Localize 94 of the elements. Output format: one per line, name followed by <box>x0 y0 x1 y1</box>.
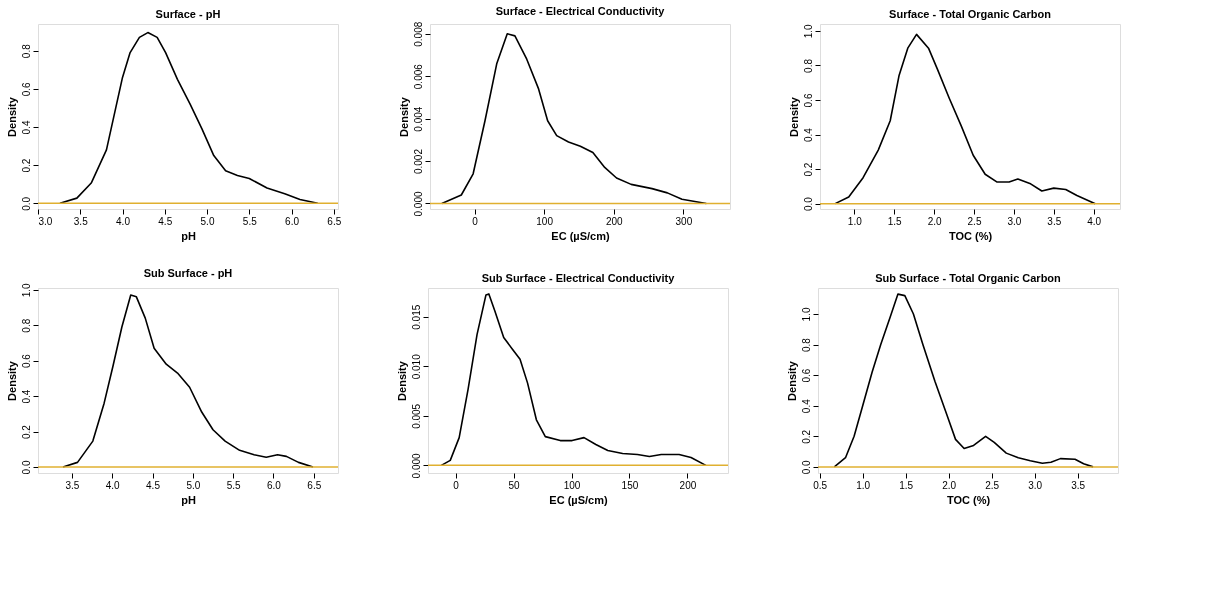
chart-title: Surface - pH <box>155 8 221 20</box>
x-tick-label: 6.0 <box>285 215 300 227</box>
y-tick-label: 0.6 <box>802 93 814 108</box>
x-tick-label: 200 <box>605 215 624 227</box>
x-axis-title: pH <box>181 229 196 242</box>
x-tick-label: 3.5 <box>1071 479 1086 491</box>
x-axis-title: EC (µS/cm) <box>549 493 608 506</box>
x-axis-title: EC (µS/cm) <box>551 229 610 242</box>
line-series <box>833 293 1094 468</box>
y-tick-label: 0.000 <box>412 191 424 217</box>
x-axis-title: TOC (%) <box>946 493 991 506</box>
x-tick-label: 0 <box>453 479 460 491</box>
y-tick-label: 0.015 <box>410 304 422 330</box>
x-tick-label: 150 <box>621 479 639 491</box>
line-series <box>834 33 1097 205</box>
y-tick-label: 0.2 <box>802 162 814 177</box>
y-axis-title: Density <box>785 360 798 401</box>
x-tick-label: 100 <box>536 215 554 227</box>
y-tick-label: 0.2 <box>20 158 32 173</box>
x-tick-label: 6.5 <box>327 215 342 227</box>
x-tick-label: 5.5 <box>242 215 258 227</box>
x-tick-label: 2.0 <box>942 479 957 491</box>
x-tick-label: 4.5 <box>146 479 161 491</box>
x-tick-label: 6.0 <box>267 479 282 491</box>
x-tick-label: 3.0 <box>1028 479 1043 491</box>
y-tick-label: 1.0 <box>800 307 812 322</box>
y-tick-label: 0.4 <box>802 127 814 142</box>
y-tick-label: 0.0 <box>800 460 812 475</box>
y-tick-label: 0.6 <box>20 81 32 97</box>
x-tick-label: 4.0 <box>1087 215 1102 227</box>
x-tick-label: 5.0 <box>186 479 201 491</box>
y-tick-label: 0.6 <box>20 353 32 369</box>
y-tick-label: 0.000 <box>410 452 422 479</box>
line-series <box>62 294 314 468</box>
x-tick-label: 2.5 <box>985 479 1000 491</box>
x-tick-label: 1.5 <box>887 215 903 227</box>
y-axis-title: Density <box>5 96 18 137</box>
y-tick-label: 0.0 <box>802 196 814 212</box>
y-tick-label: 0.4 <box>800 398 812 414</box>
chart-title: Sub Surface - Electrical Conductivity <box>481 272 676 284</box>
x-tick-label: 4.5 <box>158 215 173 227</box>
y-tick-label: 1.0 <box>802 24 814 39</box>
x-tick-label: 5.0 <box>200 215 215 227</box>
line-series <box>59 31 319 205</box>
x-tick-label: 0.5 <box>813 479 828 491</box>
y-axis-title: Density <box>5 360 18 401</box>
y-tick-label: 0.6 <box>800 368 812 383</box>
y-axis-title: Density <box>395 360 408 401</box>
y-tick-label: 0.8 <box>20 43 32 59</box>
x-tick-label: 1.0 <box>847 215 863 227</box>
x-tick-label: 3.5 <box>73 215 89 227</box>
y-tick-label: 0.4 <box>20 120 32 135</box>
y-axis-title: Density <box>397 96 410 137</box>
x-axis-title: pH <box>181 493 196 506</box>
x-tick-label: 2.0 <box>927 215 942 227</box>
x-tick-label: 50 <box>508 479 521 491</box>
y-tick-label: 0.002 <box>412 148 424 175</box>
x-axis-title: TOC (%) <box>948 229 993 242</box>
y-tick-label: 1.0 <box>20 282 32 298</box>
y-axis-title: Density <box>787 96 800 137</box>
x-tick-label: 4.0 <box>116 215 131 227</box>
x-tick-label: 3.0 <box>1007 215 1022 227</box>
x-tick-label: 2.5 <box>967 215 982 227</box>
x-tick-label: 4.0 <box>105 479 121 491</box>
x-tick-label: 1.0 <box>856 479 871 491</box>
y-tick-label: 0.2 <box>20 424 32 439</box>
x-tick-label: 3.5 <box>65 479 80 491</box>
x-tick-label: 200 <box>679 479 697 491</box>
y-tick-label: 0.8 <box>802 58 814 73</box>
x-tick-label: 3.5 <box>1047 215 1062 227</box>
x-tick-label: 0 <box>472 215 479 227</box>
x-tick-label: 1.5 <box>899 479 914 491</box>
y-tick-label: 0.0 <box>20 196 32 211</box>
y-tick-label: 0.008 <box>412 21 424 47</box>
y-tick-label: 0.4 <box>20 389 32 404</box>
y-tick-label: 0.0 <box>20 460 32 475</box>
chart-title: Surface - Total Organic Carbon <box>889 7 1052 20</box>
y-tick-label: 0.8 <box>20 318 32 333</box>
line-series <box>441 32 708 205</box>
y-tick-label: 0.005 <box>410 403 422 429</box>
x-tick-label: 6.5 <box>307 479 322 491</box>
chart-title: Sub Surface - pH <box>143 266 233 279</box>
y-tick-label: 0.006 <box>412 63 424 90</box>
x-tick-label: 5.5 <box>226 479 242 491</box>
chart-title: Surface - Electrical Conductivity <box>495 5 666 18</box>
y-tick-label: 0.004 <box>412 106 424 132</box>
y-tick-label: 0.2 <box>800 429 812 444</box>
x-tick-label: 100 <box>563 479 581 491</box>
y-tick-label: 0.8 <box>800 337 812 353</box>
chart-title: Sub Surface - Total Organic Carbon <box>875 272 1062 284</box>
y-tick-label: 0.010 <box>410 353 422 380</box>
x-tick-label: 3.0 <box>38 215 53 227</box>
x-tick-label: 300 <box>675 215 693 227</box>
line-series <box>440 293 707 467</box>
